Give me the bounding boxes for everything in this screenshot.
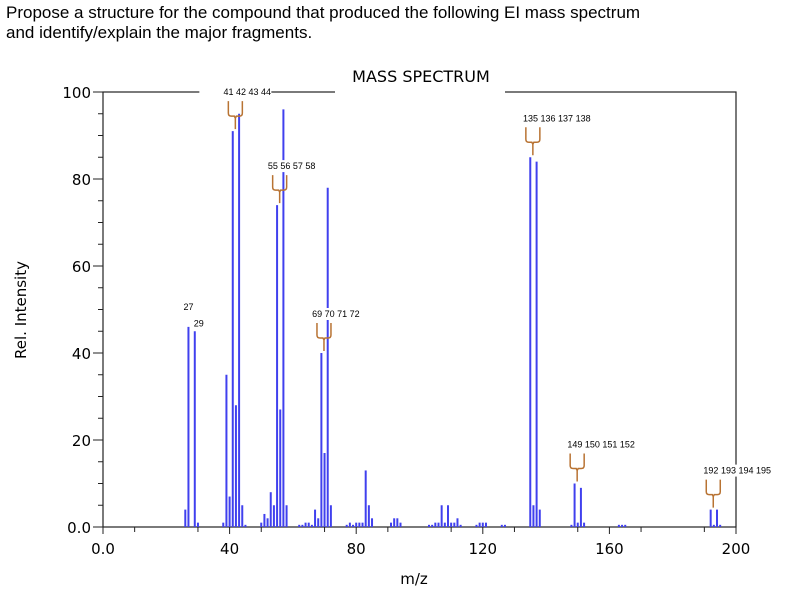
label-bg: [287, 308, 360, 320]
y-tick-label: 80: [72, 171, 91, 189]
peak-group-bracket: [316, 323, 332, 351]
peak-label: 29: [194, 318, 204, 328]
question-line-1: Propose a structure for the compound tha…: [6, 3, 641, 22]
peak-group-bracket: [525, 127, 541, 156]
peak-group-label: 55 56 57 58: [268, 161, 316, 171]
x-tick-label: 0.0: [91, 540, 115, 558]
y-tick-label: 0.0: [67, 519, 91, 537]
question-text: Propose a structure for the compound tha…: [6, 3, 640, 43]
y-axis-label: Rel. Intensity: [12, 261, 30, 359]
plot-frame: [102, 91, 737, 528]
x-tick-label: 160: [595, 540, 624, 558]
y-tick-label: 20: [72, 432, 91, 450]
x-tick-label: 40: [220, 540, 239, 558]
peak-group-bracket: [227, 101, 244, 130]
y-tick-label: 100: [62, 84, 91, 102]
peak-group-bracket: [271, 175, 288, 204]
peak-group-bracket: [705, 479, 722, 508]
peak-group-label: 149 150 151 152: [567, 440, 635, 450]
label-bg: [243, 160, 316, 173]
peak-label: 27: [183, 302, 193, 312]
label-bg: [199, 86, 272, 99]
peak-group-label: 135 136 137 138: [523, 113, 591, 123]
label-bg: [496, 112, 569, 125]
label-bg: [677, 464, 750, 477]
y-tick-label: 40: [72, 345, 91, 363]
label-bg: [541, 438, 614, 451]
chart-title: MASS SPECTRUM: [352, 67, 490, 86]
x-tick-label: 200: [722, 540, 751, 558]
x-tick-label: 80: [347, 540, 366, 558]
y-tick-label: 60: [72, 258, 91, 276]
peak-group-label: 69 70 71 72: [312, 309, 360, 319]
peak-group-bracket: [569, 453, 585, 482]
x-tick-label: 120: [468, 540, 497, 558]
peak-group-label: 41 42 43 44: [224, 87, 272, 97]
peak-group-label: 192 193 194 195: [703, 466, 771, 476]
title-gap: [335, 86, 505, 96]
x-axis-label: m/z: [400, 570, 428, 588]
question-line-2: and identify/explain the major fragments…: [6, 23, 313, 42]
